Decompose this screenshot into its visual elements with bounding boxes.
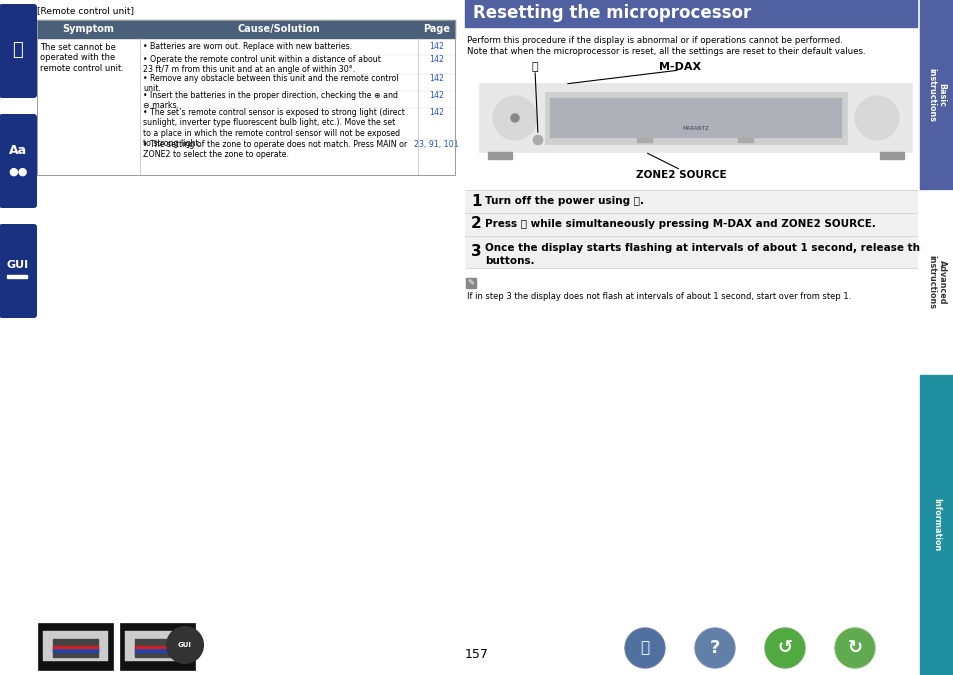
Text: • The set’s remote control sensor is exposed to strong light (direct
sunlight, i: • The set’s remote control sensor is exp… (143, 108, 404, 148)
Bar (879, 152, 903, 159)
Bar (465, 278, 476, 288)
Text: 157: 157 (464, 649, 489, 662)
Bar (919, 190, 953, 375)
Circle shape (834, 628, 874, 668)
Text: • Operate the remote control unit within a distance of about
23 ft/7 m from this: • Operate the remote control unit within… (143, 55, 380, 74)
Text: 142: 142 (429, 42, 443, 51)
Bar (135, 639, 180, 657)
Text: 3: 3 (471, 244, 481, 259)
Bar (135, 646, 180, 648)
FancyBboxPatch shape (0, 224, 37, 318)
Text: MARANTZ: MARANTZ (682, 126, 709, 132)
Bar (53, 639, 98, 657)
Bar (919, 0, 953, 190)
Bar (43, 631, 108, 661)
Text: ✎: ✎ (467, 279, 474, 288)
Text: ?: ? (709, 639, 720, 657)
Bar (637, 138, 652, 143)
Bar (53, 648, 98, 652)
Bar (544, 92, 846, 144)
Text: 📖: 📖 (639, 641, 649, 655)
Text: Page: Page (422, 24, 450, 34)
Text: Cause/Solution: Cause/Solution (237, 24, 320, 34)
Circle shape (835, 629, 873, 667)
Text: 2: 2 (471, 217, 481, 232)
Text: buttons.: buttons. (484, 256, 534, 266)
Text: Basic
instructions: Basic instructions (926, 68, 945, 122)
Circle shape (493, 96, 537, 140)
Text: 1: 1 (471, 194, 481, 209)
Text: Turn off the power using ⏻.: Turn off the power using ⏻. (484, 196, 643, 206)
FancyBboxPatch shape (0, 4, 37, 98)
Text: ZONE2 SOURCE: ZONE2 SOURCE (635, 170, 725, 180)
Circle shape (533, 135, 542, 145)
Text: Symptom: Symptom (63, 24, 114, 34)
Bar (37, 38, 455, 175)
Text: GUI: GUI (178, 642, 192, 648)
Bar (464, 213, 916, 235)
Text: 142: 142 (429, 55, 443, 64)
Text: The set cannot be
operated with the
remote control unit.: The set cannot be operated with the remo… (40, 43, 124, 73)
Bar (479, 84, 911, 152)
Text: Information: Information (931, 498, 941, 551)
Bar (135, 648, 180, 652)
Circle shape (854, 96, 898, 140)
Text: GUI: GUI (7, 260, 29, 270)
Circle shape (765, 629, 803, 667)
Bar (464, 190, 916, 212)
Text: • Insert the batteries in the proper direction, checking the ⊕ and
⊖ marks.: • Insert the batteries in the proper dir… (143, 91, 397, 111)
Bar (38, 623, 112, 670)
Text: 142: 142 (429, 74, 443, 83)
FancyBboxPatch shape (0, 114, 37, 208)
Text: ↺: ↺ (777, 639, 792, 657)
Bar (738, 138, 753, 143)
Text: ●●: ●● (9, 167, 28, 177)
Bar (550, 98, 841, 138)
Text: Perform this procedure if the display is abnormal or if operations cannot be per: Perform this procedure if the display is… (467, 36, 842, 45)
Text: Once the display starts flashing at intervals of about 1 second, release the two: Once the display starts flashing at inte… (484, 243, 952, 253)
Text: • The setting of the zone to operate does not match. Press MAIN or
ZONE2 to sele: • The setting of the zone to operate doe… (143, 140, 407, 159)
Text: [Remote control unit]: [Remote control unit] (37, 6, 133, 15)
Circle shape (695, 628, 734, 668)
Bar (464, 236, 916, 268)
Bar (37, 20, 455, 175)
Text: 142: 142 (429, 91, 443, 100)
Bar (37, 20, 455, 38)
Text: • Batteries are worn out. Replace with new batteries.: • Batteries are worn out. Replace with n… (143, 42, 352, 51)
Text: Resetting the microprocessor: Resetting the microprocessor (473, 5, 750, 22)
Text: Aa: Aa (9, 144, 27, 157)
Bar (7, 275, 27, 278)
Circle shape (624, 628, 664, 668)
Text: Note that when the microprocessor is reset, all the settings are reset to their : Note that when the microprocessor is res… (467, 47, 864, 56)
Text: 23, 91, 101: 23, 91, 101 (414, 140, 458, 149)
Text: M-DAX: M-DAX (659, 62, 700, 72)
Circle shape (625, 629, 663, 667)
Circle shape (167, 627, 203, 663)
Text: ⏻: ⏻ (531, 62, 537, 72)
Text: 📖: 📖 (12, 41, 24, 59)
Bar (464, 0, 916, 27)
Text: ↻: ↻ (846, 639, 862, 657)
Circle shape (696, 629, 733, 667)
Text: If in step 3 the display does not flash at intervals of about 1 second, start ov: If in step 3 the display does not flash … (467, 292, 850, 301)
Bar (125, 631, 190, 661)
Bar (53, 646, 98, 648)
Text: 142: 142 (429, 108, 443, 117)
Text: Press ⏻ while simultaneously pressing M-DAX and ZONE2 SOURCE.: Press ⏻ while simultaneously pressing M-… (484, 219, 875, 229)
Bar (488, 152, 512, 159)
Bar (120, 623, 194, 670)
Bar (919, 375, 953, 675)
Text: • Remove any obstacle between this unit and the remote control
unit.: • Remove any obstacle between this unit … (143, 74, 398, 93)
Circle shape (764, 628, 804, 668)
Circle shape (511, 114, 518, 122)
Text: Advanced
instructions: Advanced instructions (926, 255, 945, 309)
